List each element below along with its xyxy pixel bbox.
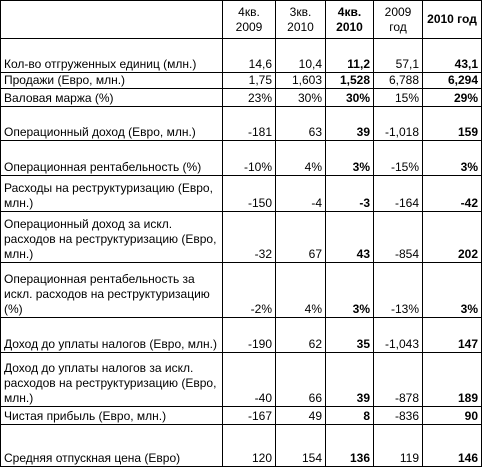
row-label: Валовая маржа (%) <box>0 88 223 107</box>
value-cell: 23% <box>222 88 276 107</box>
data-row: Доход до уплаты налогов (Евро, млн.) -190… <box>0 317 482 353</box>
value-cell: 90 <box>422 406 482 425</box>
header-cell <box>0 0 223 39</box>
value-cell: 43 <box>325 211 374 263</box>
value-cell: 29% <box>422 88 482 107</box>
data-row: Операционный доход за искл. расходов на … <box>0 211 482 263</box>
data-row: Продажи (Евро, млн.) 1,75 1,603 1,528 6,788 6… <box>0 72 482 89</box>
row-label: Операционный доход за искл. расходов на … <box>0 211 223 263</box>
data-row: Кол-во отгруженных единиц (млн.) 14,6 10,4… <box>0 38 482 73</box>
row-label: Чистая прибыль (Евро, млн.) <box>0 406 223 425</box>
value-cell: 39 <box>325 106 374 141</box>
data-row: Операционная рентабельность (%) -10% 4% 3% -… <box>0 140 482 176</box>
value-cell: 202 <box>422 211 482 263</box>
value-cell: 119 <box>373 424 423 467</box>
value-cell: -1,018 <box>373 106 423 141</box>
header-cell: 4кв. 2009 <box>222 0 276 39</box>
data-row: Доход до уплаты налогов за искл. расходо… <box>0 352 482 407</box>
header-cell: 2009 год <box>373 0 423 39</box>
row-label: Расходы на реструктуризацию (Евро, млн.) <box>0 175 223 212</box>
value-cell: -167 <box>222 406 276 425</box>
value-cell: 66 <box>275 352 326 407</box>
row-label: Операционная рентабельность (%) <box>0 140 223 176</box>
value-cell: 15% <box>373 88 423 107</box>
value-cell: 3% <box>325 262 374 318</box>
row-label: Операционная рентабельность за искл. рас… <box>0 262 223 318</box>
value-cell: 8 <box>325 406 374 425</box>
value-cell: 39 <box>325 352 374 407</box>
value-cell: -854 <box>373 211 423 263</box>
row-label: Кол-во отгруженных единиц (млн.) <box>0 38 223 73</box>
header-row: 4кв. 2009 3кв. 2010 4кв. 2010 2009 год 2010 … <box>0 0 482 39</box>
value-cell: 4% <box>275 262 326 318</box>
value-cell: 159 <box>422 106 482 141</box>
value-cell: 67 <box>275 211 326 263</box>
header-cell: 3кв. 2010 <box>275 0 326 39</box>
row-label: Доход до уплаты налогов (Евро, млн.) <box>0 317 223 353</box>
value-cell: -3 <box>325 175 374 212</box>
value-cell: 120 <box>222 424 276 467</box>
value-cell: -164 <box>373 175 423 212</box>
value-cell: 1,75 <box>222 72 276 89</box>
data-row: Средняя отпускная цена (Евро) 120 154 136 11… <box>0 424 482 467</box>
value-cell: 1,528 <box>325 72 374 89</box>
value-cell: 4% <box>275 140 326 176</box>
value-cell: 11,2 <box>325 38 374 73</box>
data-row: Операционная рентабельность за искл. рас… <box>0 262 482 318</box>
row-label: Продажи (Евро, млн.) <box>0 72 223 89</box>
value-cell: 189 <box>422 352 482 407</box>
row-label: Операционный доход (Евро, млн.) <box>0 106 223 141</box>
row-label: Доход до уплаты налогов за искл. расходо… <box>0 352 223 407</box>
value-cell: 57,1 <box>373 38 423 73</box>
value-cell: -2% <box>222 262 276 318</box>
value-cell: 146 <box>422 424 482 467</box>
value-cell: -150 <box>222 175 276 212</box>
value-cell: -42 <box>422 175 482 212</box>
value-cell: 1,603 <box>275 72 326 89</box>
row-label: Средняя отпускная цена (Евро) <box>0 424 223 467</box>
header-cell: 2010 год <box>422 0 482 39</box>
value-cell: 14,6 <box>222 38 276 73</box>
value-cell: -15% <box>373 140 423 176</box>
value-cell: 6,788 <box>373 72 423 89</box>
value-cell: -40 <box>222 352 276 407</box>
value-cell: 30% <box>275 88 326 107</box>
value-cell: 43,1 <box>422 38 482 73</box>
value-cell: 49 <box>275 406 326 425</box>
value-cell: -181 <box>222 106 276 141</box>
value-cell: -190 <box>222 317 276 353</box>
value-cell: 62 <box>275 317 326 353</box>
value-cell: -4 <box>275 175 326 212</box>
value-cell: -32 <box>222 211 276 263</box>
value-cell: -10% <box>222 140 276 176</box>
data-row: Расходы на реструктуризацию (Евро, млн.)… <box>0 175 482 212</box>
header-cell: 4кв. 2010 <box>325 0 374 39</box>
data-row: Операционный доход (Евро, млн.) -181 63 39-… <box>0 106 482 141</box>
value-cell: -878 <box>373 352 423 407</box>
value-cell: 3% <box>422 262 482 318</box>
value-cell: 10,4 <box>275 38 326 73</box>
value-cell: 3% <box>325 140 374 176</box>
data-row: Чистая прибыль (Евро, млн.) -167 49 8 -836 90 <box>0 406 482 425</box>
value-cell: 35 <box>325 317 374 353</box>
value-cell: 147 <box>422 317 482 353</box>
value-cell: -13% <box>373 262 423 318</box>
value-cell: 136 <box>325 424 374 467</box>
value-cell: 154 <box>275 424 326 467</box>
value-cell: -1,043 <box>373 317 423 353</box>
value-cell: 30% <box>325 88 374 107</box>
value-cell: 6,294 <box>422 72 482 89</box>
value-cell: -836 <box>373 406 423 425</box>
value-cell: 3% <box>422 140 482 176</box>
data-row: Валовая маржа (%) 23% 30% 30% 15% 29% <box>0 88 482 107</box>
value-cell: 63 <box>275 106 326 141</box>
